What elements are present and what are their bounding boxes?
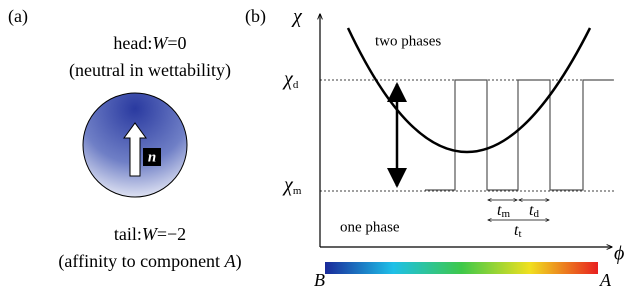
text-part: d — [293, 79, 299, 91]
text-part: m — [293, 185, 302, 197]
text-part: =−2 — [157, 224, 186, 244]
colorbar — [325, 262, 598, 274]
figure: (a) head:W=0 (neutral in wettability) n … — [0, 0, 634, 291]
text-part: (affinity to component — [58, 251, 224, 272]
colorbar-label: B — [314, 270, 325, 290]
text-part: tail: — [114, 224, 142, 244]
vector-label: n — [148, 149, 156, 165]
chi-d-label: χd — [282, 68, 299, 91]
tail-note: (affinity to component A) — [58, 251, 241, 272]
text-part: t — [518, 228, 521, 240]
panel-label: (b) — [245, 6, 266, 27]
text-part: =0 — [167, 33, 186, 53]
t-d-label: td — [529, 202, 539, 220]
text-part: head: — [113, 33, 152, 53]
text-part: d — [533, 208, 539, 220]
page: (a) head:W=0 (neutral in wettability) n … — [0, 0, 634, 291]
panel-label: (a) — [8, 6, 28, 27]
t-t-label: tt — [514, 222, 522, 240]
y-axis-label: χ — [291, 6, 303, 28]
region-label: two phases — [375, 33, 441, 49]
head-note: (neutral in wettability) — [69, 60, 231, 81]
text-part: ) — [236, 251, 242, 272]
region-label: one phase — [340, 219, 400, 235]
text-part: m — [501, 208, 510, 220]
tail-label: tail:W=−2 — [114, 224, 186, 244]
square-wave — [425, 80, 613, 190]
x-axis-label: ϕ — [614, 243, 624, 265]
t-m-label: tm — [497, 202, 510, 220]
colorbar-label: A — [599, 270, 612, 290]
chi-m-label: χm — [282, 174, 302, 197]
head-label: head:W=0 — [113, 33, 186, 53]
